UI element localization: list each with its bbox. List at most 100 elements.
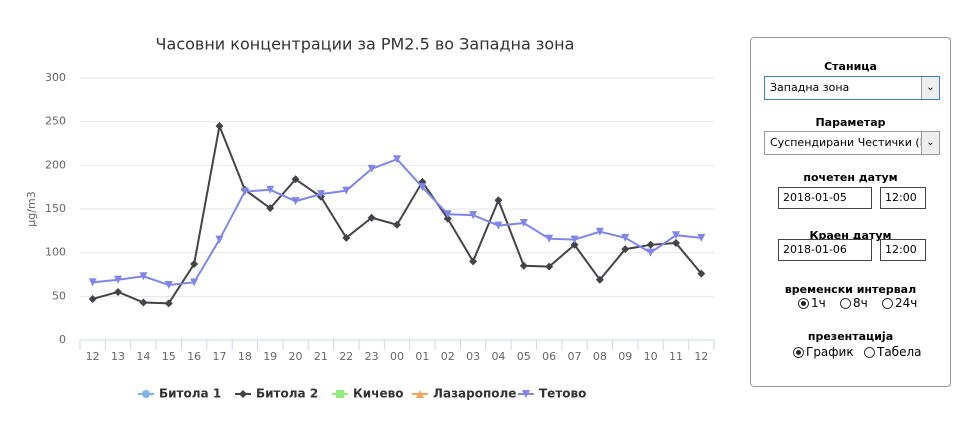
x-tick-label: 09 xyxy=(618,350,632,363)
x-tick-label: 12 xyxy=(694,350,708,363)
marker xyxy=(139,272,148,281)
radio-button xyxy=(864,346,875,358)
parameter-value: Суспендирани Честички (PM2 xyxy=(770,136,940,149)
radio-option[interactable]: 24ч xyxy=(882,296,917,310)
marker xyxy=(519,261,528,270)
marker xyxy=(671,239,680,248)
marker xyxy=(164,280,173,289)
y-tick-label: 200 xyxy=(45,158,66,171)
marker xyxy=(190,278,199,287)
x-tick-label: 12 xyxy=(86,350,100,363)
radio-option[interactable]: 8ч xyxy=(840,296,868,310)
marker xyxy=(443,210,452,219)
marker xyxy=(88,294,97,303)
x-tick-label: 18 xyxy=(238,350,252,363)
x-tick-label: 04 xyxy=(491,350,505,363)
marker xyxy=(367,213,376,222)
y-tick-label: 100 xyxy=(45,246,66,259)
x-tick-label: 19 xyxy=(263,350,277,363)
marker xyxy=(570,235,579,244)
marker xyxy=(342,233,351,242)
marker xyxy=(336,390,344,398)
marker xyxy=(88,278,97,287)
end-date-input[interactable]: 2018-01-06 xyxy=(778,239,872,261)
marker xyxy=(469,257,478,266)
radio-option[interactable]: Табела xyxy=(864,345,922,359)
x-tick-label: 03 xyxy=(466,350,480,363)
y-tick-label: 300 xyxy=(45,71,66,84)
marker xyxy=(164,299,173,308)
marker xyxy=(697,233,706,242)
x-tick-label: 23 xyxy=(365,350,379,363)
legend-item: Кичево xyxy=(332,387,403,401)
legend-item: Битола 2 xyxy=(235,387,318,401)
marker xyxy=(494,221,503,230)
x-tick-label: 16 xyxy=(187,350,201,363)
marker xyxy=(342,186,351,195)
marker xyxy=(240,187,249,196)
start-label: почетен датум xyxy=(803,171,898,184)
marker xyxy=(266,185,275,194)
end-time-input[interactable]: 12:00 xyxy=(880,239,926,261)
marker xyxy=(416,390,424,398)
marker xyxy=(595,227,604,236)
legend-item: Тетово xyxy=(518,387,586,401)
start-time-input[interactable]: 12:00 xyxy=(880,187,926,209)
x-tick-label: 06 xyxy=(542,350,556,363)
x-tick-label: 14 xyxy=(136,350,150,363)
marker xyxy=(469,211,478,220)
marker xyxy=(291,175,300,184)
marker xyxy=(621,245,630,254)
marker xyxy=(114,275,123,284)
x-tick-label: 17 xyxy=(212,350,226,363)
marker xyxy=(595,275,604,284)
marker xyxy=(697,269,706,278)
marker xyxy=(215,122,224,131)
filter-panel: Станица Западна зона ⌄ Параметар Суспенди… xyxy=(750,37,951,387)
interval-label: временски интервал xyxy=(784,283,917,296)
radio-label: 1ч xyxy=(811,296,826,310)
marker xyxy=(494,196,503,205)
legend-label: Битола 2 xyxy=(256,387,318,401)
x-tick-label: 22 xyxy=(339,350,353,363)
parameter-select[interactable]: Суспендирани Честички (PM2 ⌄ xyxy=(764,131,940,155)
x-tick-label: 13 xyxy=(111,350,125,363)
marker xyxy=(621,233,630,242)
chart: Часовни концентрации за PM2.5 во Западна… xyxy=(25,35,715,401)
marker xyxy=(190,260,199,269)
marker xyxy=(291,197,300,206)
x-tick-label: 10 xyxy=(644,350,658,363)
marker xyxy=(367,164,376,173)
legend-label: Лазарополе xyxy=(433,387,516,401)
radio-button xyxy=(882,297,893,309)
marker xyxy=(393,155,401,164)
parameter-label: Параметар xyxy=(815,116,886,129)
start-date-input[interactable]: 2018-01-05 xyxy=(778,187,872,209)
y-tick-label: 50 xyxy=(52,289,66,302)
x-tick-label: 05 xyxy=(517,350,531,363)
marker xyxy=(393,220,401,229)
radio-option[interactable]: График xyxy=(793,345,854,359)
legend-item: Битола 1 xyxy=(138,387,221,401)
y-tick-label: 150 xyxy=(45,202,66,215)
radio-button xyxy=(793,346,804,358)
marker xyxy=(671,231,680,240)
radio-label: График xyxy=(806,345,854,359)
legend-label: Тетово xyxy=(539,387,586,401)
station-select[interactable]: Западна зона ⌄ xyxy=(764,76,940,100)
station-label: Станица xyxy=(824,60,877,73)
marker xyxy=(443,214,452,223)
y-tick-label: 0 xyxy=(59,333,66,346)
marker xyxy=(418,183,427,192)
chart-title: Часовни концентрации за PM2.5 во Западна… xyxy=(156,35,575,54)
marker xyxy=(139,298,148,307)
x-tick-label: 20 xyxy=(289,350,303,363)
marker xyxy=(316,190,325,199)
radio-button xyxy=(840,297,851,309)
radio-label: 24ч xyxy=(895,296,918,310)
marker xyxy=(545,234,554,243)
radio-option[interactable]: 1ч xyxy=(798,296,826,310)
marker xyxy=(646,248,655,257)
x-tick-label: 07 xyxy=(568,350,582,363)
